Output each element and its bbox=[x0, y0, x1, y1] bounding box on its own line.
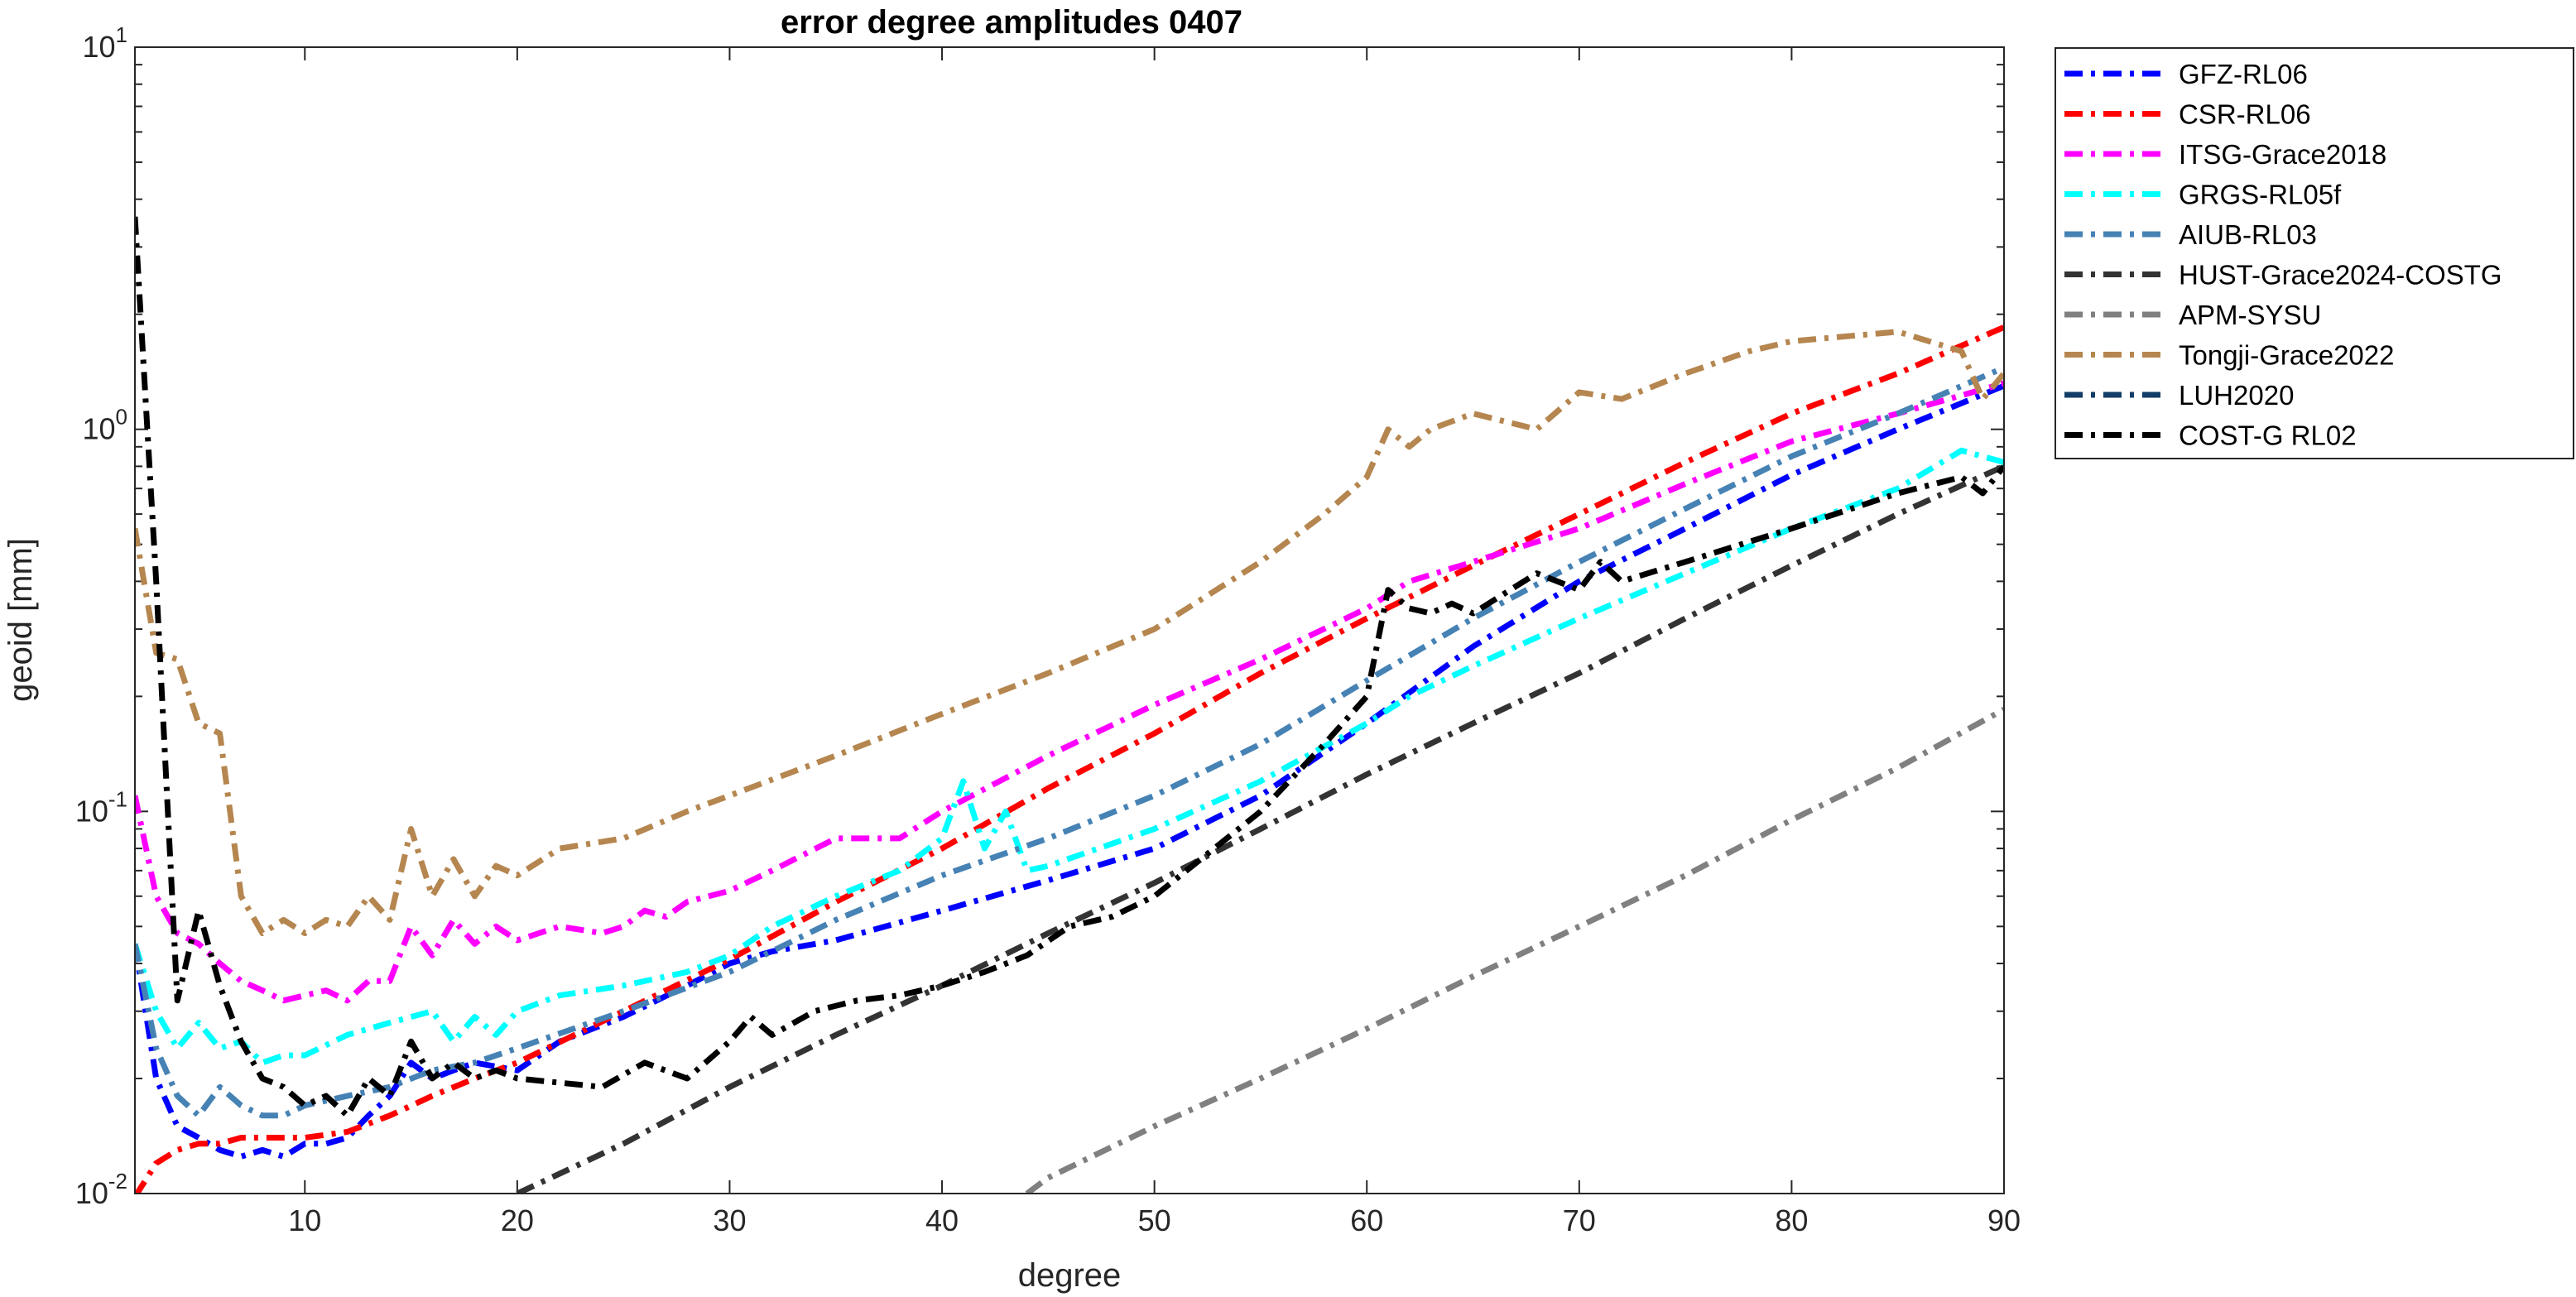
x-tick-label: 40 bbox=[925, 1203, 959, 1237]
y-tick-label: 10-1 bbox=[75, 786, 127, 828]
series-lines bbox=[135, 216, 2004, 1194]
series-line-aiub-rl03 bbox=[135, 364, 2004, 1119]
legend-label: HUST-Grace2024-COSTG bbox=[2179, 260, 2502, 291]
x-tick-label: 80 bbox=[1775, 1203, 1808, 1237]
y-tick-label: 101 bbox=[82, 22, 127, 64]
series-line-tongji-grace2022 bbox=[135, 329, 2004, 936]
x-tick-label: 70 bbox=[1563, 1203, 1596, 1237]
legend-label: AIUB-RL03 bbox=[2179, 219, 2317, 250]
x-tick-label: 10 bbox=[288, 1203, 321, 1237]
x-tick-label: 20 bbox=[501, 1203, 534, 1237]
series-line-csr-rl06 bbox=[135, 324, 2004, 1194]
x-tick-label: 30 bbox=[713, 1203, 746, 1237]
x-tick-label: 50 bbox=[1138, 1203, 1171, 1237]
series-line-apm-sysu bbox=[1025, 706, 2004, 1194]
x-axis-label: degree bbox=[1018, 1257, 1122, 1294]
series-line-itsg-grace2018 bbox=[135, 380, 2004, 1004]
legend-box bbox=[2055, 47, 2574, 459]
y-tick-label: 10-2 bbox=[75, 1169, 127, 1210]
series-line-grgs-rl05f bbox=[135, 447, 2004, 1066]
legend-label: COST-G RL02 bbox=[2179, 420, 2357, 451]
legend: GFZ-RL06 CSR-RL06 ITSG-Grace2018 GRGS-RL05f… bbox=[2055, 47, 2574, 459]
x-tick-label: 90 bbox=[1987, 1203, 2021, 1237]
series-line-gfz-rl06 bbox=[135, 382, 2004, 1160]
x-tick-label: 60 bbox=[1350, 1203, 1383, 1237]
legend-label: Tongji-Grace2022 bbox=[2179, 340, 2395, 371]
legend-label: APM-SYSU bbox=[2179, 300, 2321, 330]
series-line-hust-grace2024-costg bbox=[516, 464, 2004, 1194]
chart-title: error degree amplitudes 0407 bbox=[781, 4, 1242, 41]
legend-label: ITSG-Grace2018 bbox=[2179, 139, 2386, 170]
legend-label: CSR-RL06 bbox=[2179, 99, 2311, 130]
series-line-cost-g-rl02 bbox=[135, 216, 2004, 1119]
legend-label: GFZ-RL06 bbox=[2179, 59, 2308, 89]
plot-area-frame bbox=[134, 46, 2005, 1194]
legend-label: GRGS-RL05f bbox=[2179, 180, 2342, 210]
legend-label: LUH2020 bbox=[2179, 380, 2294, 411]
y-tick-label: 100 bbox=[82, 405, 127, 446]
x-axis-ticks: 10 20 30 40 50 60 70 80 90 bbox=[288, 47, 2021, 1237]
y-axis-label: geoid [mm] bbox=[2, 538, 39, 702]
